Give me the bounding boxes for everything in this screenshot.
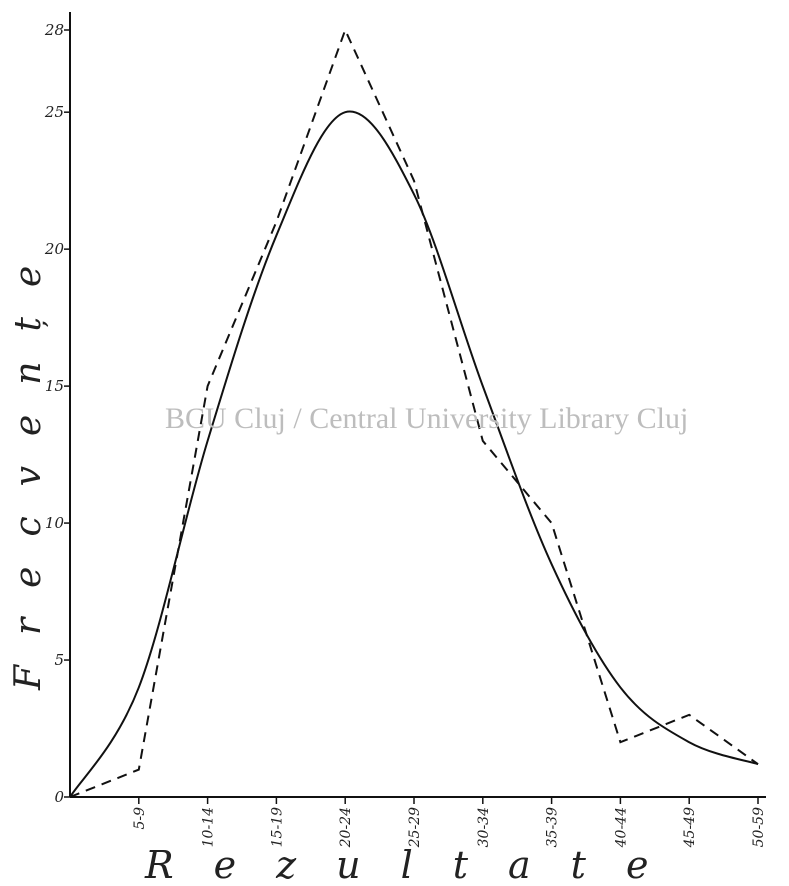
y-tick-label: 28 bbox=[44, 21, 64, 39]
x-tick-label: 5-9 bbox=[132, 807, 148, 830]
x-tick-label: 25-29 bbox=[407, 807, 423, 848]
y-tick-label: 15 bbox=[45, 377, 64, 395]
y-tick-label: 10 bbox=[45, 514, 65, 532]
y-tick-label: 0 bbox=[54, 788, 64, 806]
watermark: BCU Cluj / Central University Library Cl… bbox=[165, 402, 688, 435]
x-ticks: 5-9 10-14 15-19 20-24 25-29 30-34 35-39 40-44 45… bbox=[132, 797, 767, 848]
series-group bbox=[69, 27, 759, 798]
x-axis-label: Rezultate bbox=[144, 843, 688, 886]
x-tick-label: 30-34 bbox=[476, 807, 492, 847]
x-tick-label: 50-59 bbox=[751, 807, 767, 847]
axes bbox=[69, 12, 766, 798]
y-ticks: 0 5 10 15 20 25 28 bbox=[44, 21, 70, 806]
y-tick-label: 20 bbox=[44, 240, 65, 258]
x-tick-label: 10-14 bbox=[201, 807, 217, 847]
x-tick-label: 20-24 bbox=[338, 807, 354, 848]
y-tick-label: 25 bbox=[44, 103, 64, 121]
smoothed-curve-series bbox=[69, 110, 759, 798]
x-tick-label: 40-44 bbox=[613, 807, 629, 848]
x-tick-label: 45-49 bbox=[682, 807, 698, 848]
y-axis-label: Frecvențe bbox=[8, 236, 49, 691]
x-tick-label: 35-39 bbox=[545, 807, 561, 847]
frequency-polygon-series bbox=[69, 27, 759, 798]
x-tick-label: 15-19 bbox=[269, 807, 285, 847]
y-tick-label: 5 bbox=[54, 651, 64, 669]
